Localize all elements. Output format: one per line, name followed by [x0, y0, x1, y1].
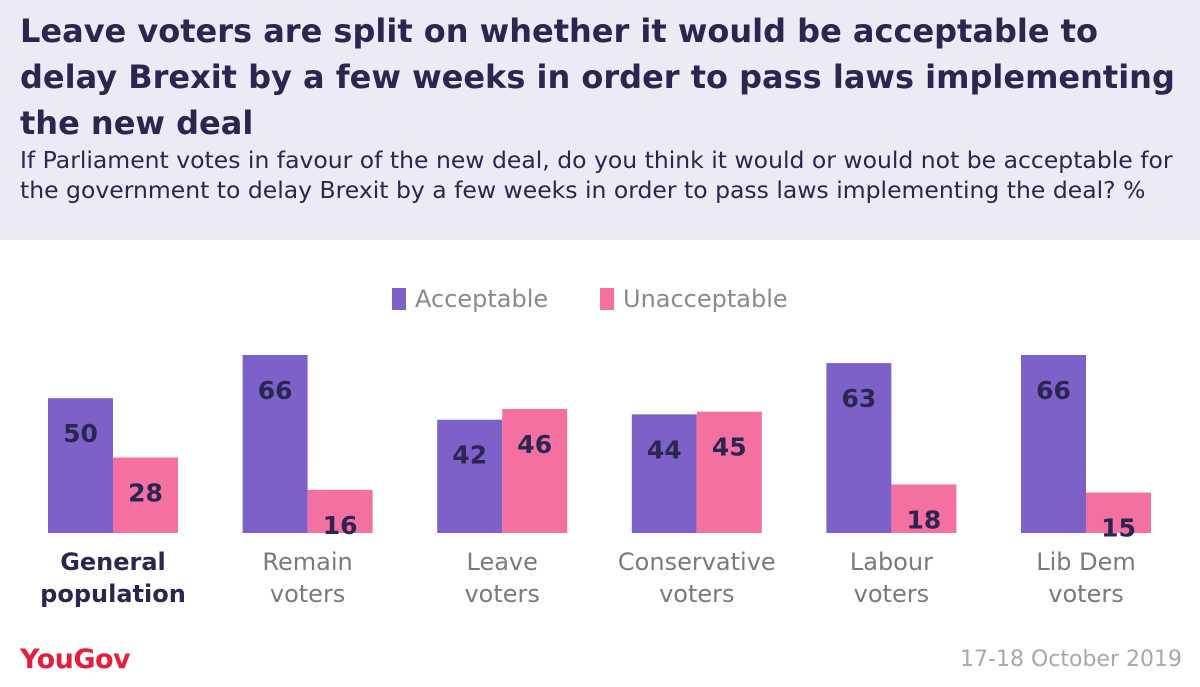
- category-label-general-population-line-2: population: [40, 580, 186, 608]
- category-label-leave-voters-line-2: voters: [464, 580, 539, 608]
- bar-unacceptable-general-population: [113, 457, 178, 533]
- value-label-unacceptable-lib-dem-voters: 15: [1101, 514, 1136, 543]
- chart-title: Leave voters are split on whether it wou…: [20, 12, 1175, 142]
- bar-unacceptable-leave-voters: [502, 408, 568, 533]
- bar-acceptable-general-population: [48, 398, 113, 533]
- yougov-logo: YouGov: [20, 644, 131, 675]
- chart-subtitle: If Parliament votes in favour of the new…: [20, 146, 1173, 204]
- value-label-unacceptable-leave-voters: 46: [517, 430, 552, 459]
- bar-acceptable-leave-voters: [437, 419, 503, 533]
- category-label-general-population-line-1: General: [60, 548, 166, 576]
- legend-item-unacceptable: Unacceptable: [600, 284, 788, 314]
- category-label-lib-dem-voters-line-1: Lib Dem: [1036, 548, 1136, 576]
- legend-swatch-acceptable: [392, 288, 406, 310]
- value-label-unacceptable-general-population: 28: [128, 478, 163, 507]
- bar-unacceptable-lib-dem-voters: [1086, 492, 1151, 533]
- bar-acceptable-lib-dem-voters: [1021, 355, 1086, 533]
- bar-unacceptable-conservative-voters: [696, 411, 762, 533]
- category-label-conservative-voters-line-2: voters: [659, 580, 734, 608]
- category-label-remain-voters-line-1: Remain: [262, 548, 352, 576]
- category-label-remain-voters-line-2: voters: [270, 580, 345, 608]
- value-label-acceptable-labour-voters: 63: [842, 384, 877, 413]
- chart-legend: Acceptable Unacceptable: [0, 284, 1200, 314]
- category-label-conservative-voters-line-1: Conservative: [618, 548, 776, 576]
- value-label-acceptable-lib-dem-voters: 66: [1036, 376, 1071, 405]
- value-label-unacceptable-labour-voters: 18: [907, 505, 942, 534]
- survey-date: 17-18 October 2019: [960, 647, 1182, 672]
- bar-acceptable-labour-voters: [826, 363, 892, 533]
- value-label-acceptable-leave-voters: 42: [452, 441, 487, 470]
- bar-chart: 50 28 General population 66 16 Remain voters 42 4…: [40, 355, 1151, 608]
- legend-label-acceptable: Acceptable: [415, 285, 549, 313]
- bar-unacceptable-labour-voters: [891, 484, 957, 533]
- bar-unacceptable-remain-voters: [307, 489, 373, 533]
- legend-label-unacceptable: Unacceptable: [623, 285, 788, 313]
- category-label-leave-voters-line-1: Leave: [467, 548, 538, 576]
- category-label-labour-voters-line-2: voters: [854, 580, 929, 608]
- value-label-unacceptable-conservative-voters: 45: [712, 433, 747, 462]
- value-label-unacceptable-remain-voters: 16: [323, 511, 358, 540]
- category-label-labour-voters-line-1: Labour: [850, 548, 933, 576]
- value-label-acceptable-conservative-voters: 44: [647, 435, 682, 464]
- value-label-acceptable-general-population: 50: [63, 419, 98, 448]
- value-label-acceptable-remain-voters: 66: [258, 376, 293, 405]
- legend-item-acceptable: Acceptable: [392, 284, 548, 314]
- bar-acceptable-remain-voters: [242, 355, 308, 533]
- header-banner: Leave voters are split on whether it wou…: [0, 0, 1200, 240]
- category-label-lib-dem-voters-line-2: voters: [1048, 580, 1123, 608]
- bar-acceptable-conservative-voters: [631, 414, 697, 533]
- legend-swatch-unacceptable: [600, 288, 614, 310]
